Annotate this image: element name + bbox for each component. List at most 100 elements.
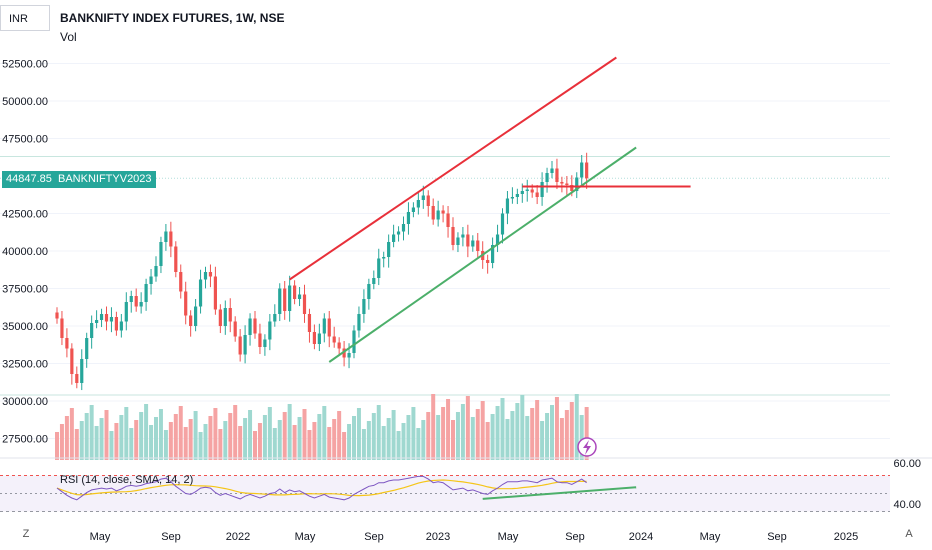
candle-body xyxy=(278,288,282,314)
candle-body xyxy=(357,314,361,331)
volume-bar xyxy=(564,410,569,460)
candle-body xyxy=(213,276,217,310)
volume-bar xyxy=(446,399,451,460)
auto-scale-button[interactable]: A xyxy=(905,528,913,540)
volume-bar xyxy=(292,425,297,460)
candle-body xyxy=(382,257,386,259)
volume-bar xyxy=(545,413,550,460)
candle-body xyxy=(203,272,208,280)
volume-bar xyxy=(559,418,564,460)
volume-bar xyxy=(436,415,441,460)
price-grid xyxy=(0,63,890,439)
volume-bar xyxy=(569,402,574,460)
candle-body xyxy=(95,320,99,323)
candle-body xyxy=(411,207,415,212)
candle-body xyxy=(273,314,277,322)
candle-body xyxy=(392,234,396,242)
volume-bar xyxy=(376,405,381,460)
trendlines xyxy=(289,56,691,363)
volume-bar xyxy=(223,421,228,460)
volume-bar xyxy=(416,428,421,460)
candle-body xyxy=(288,285,292,311)
candle-body xyxy=(362,299,366,314)
flash-icon-glyph xyxy=(583,440,591,455)
volume-bar xyxy=(520,395,525,460)
candle-body xyxy=(317,333,321,344)
volume-bar xyxy=(485,422,490,460)
volume-bar xyxy=(55,432,59,460)
volume-bar xyxy=(134,420,139,460)
candle-body xyxy=(416,200,420,208)
volume-bar xyxy=(465,396,470,460)
candle-body xyxy=(342,348,346,358)
candle-body xyxy=(565,183,569,185)
volume-bar xyxy=(332,419,337,460)
rsi-line xyxy=(56,475,587,501)
candle-body xyxy=(154,266,158,277)
candle-body xyxy=(367,284,371,299)
rsi-tick-label: 60.00 xyxy=(893,458,921,470)
volume-bar xyxy=(480,401,485,460)
volume-bar xyxy=(119,415,124,460)
candle-body xyxy=(223,308,227,326)
candle-body xyxy=(387,242,391,257)
volume-bar xyxy=(233,405,238,460)
x-tick-label: Sep xyxy=(161,531,181,543)
x-tick-label: 2022 xyxy=(226,531,250,543)
candle-body xyxy=(352,330,356,353)
x-tick-label: May xyxy=(90,531,111,543)
candle-body xyxy=(124,302,128,322)
rsi-ma-line xyxy=(56,479,587,497)
candle-body xyxy=(80,359,84,383)
volume-bar xyxy=(144,404,149,460)
candle-body xyxy=(332,336,336,343)
candle-body xyxy=(520,191,524,194)
volume-bar xyxy=(510,411,515,460)
candle-body xyxy=(456,237,460,245)
candle-body xyxy=(307,314,312,332)
volume-bar xyxy=(129,428,134,460)
y-tick-label: 52500.00 xyxy=(2,59,48,71)
volume-bar xyxy=(109,431,114,460)
volume-bar xyxy=(287,404,292,460)
volume-bar xyxy=(460,404,465,460)
candle-body xyxy=(401,224,406,232)
candle-body xyxy=(228,308,232,322)
rsi-label: RSI (14, close, SMA, 14, 2) xyxy=(60,474,194,486)
volume-bar xyxy=(406,415,411,460)
candle-body xyxy=(535,192,539,197)
candle-body xyxy=(90,323,94,338)
candle-body xyxy=(525,189,529,191)
volume-bar xyxy=(411,407,416,460)
volume-bar xyxy=(198,432,203,460)
zoom-button[interactable]: Z xyxy=(22,528,30,540)
volume-bar xyxy=(297,417,302,460)
last-price-tag: 44847.85 xyxy=(2,171,56,188)
currency-selector[interactable]: INR xyxy=(0,5,50,31)
rsi-pane: 40.00 60.00 xyxy=(0,457,932,512)
flash-icon[interactable] xyxy=(577,437,597,457)
volume-bar xyxy=(218,429,223,460)
volume-bar xyxy=(535,400,540,460)
lower-channel-line xyxy=(328,146,637,363)
chart-title: BANKNIFTY INDEX FUTURES, 1W, NSE xyxy=(60,11,285,25)
candle-body xyxy=(70,348,74,374)
candle-body xyxy=(297,294,302,299)
volume-bar xyxy=(470,417,475,460)
candle-body xyxy=(238,336,242,355)
candle-body xyxy=(159,242,163,266)
volume-bar xyxy=(139,412,144,460)
candle-body xyxy=(555,168,559,182)
y-tick-label: 40000.00 xyxy=(2,246,48,258)
y-tick-label: 27500.00 xyxy=(2,434,48,446)
volume-bar xyxy=(371,413,376,460)
candle-body xyxy=(253,318,257,334)
volume-bar xyxy=(401,423,406,460)
y-tick-label: 37500.00 xyxy=(2,284,48,296)
volume-bar xyxy=(267,407,272,460)
candle-body xyxy=(377,258,381,278)
candle-body xyxy=(65,338,69,349)
candle-body xyxy=(189,315,193,326)
volume-bar xyxy=(99,418,104,460)
